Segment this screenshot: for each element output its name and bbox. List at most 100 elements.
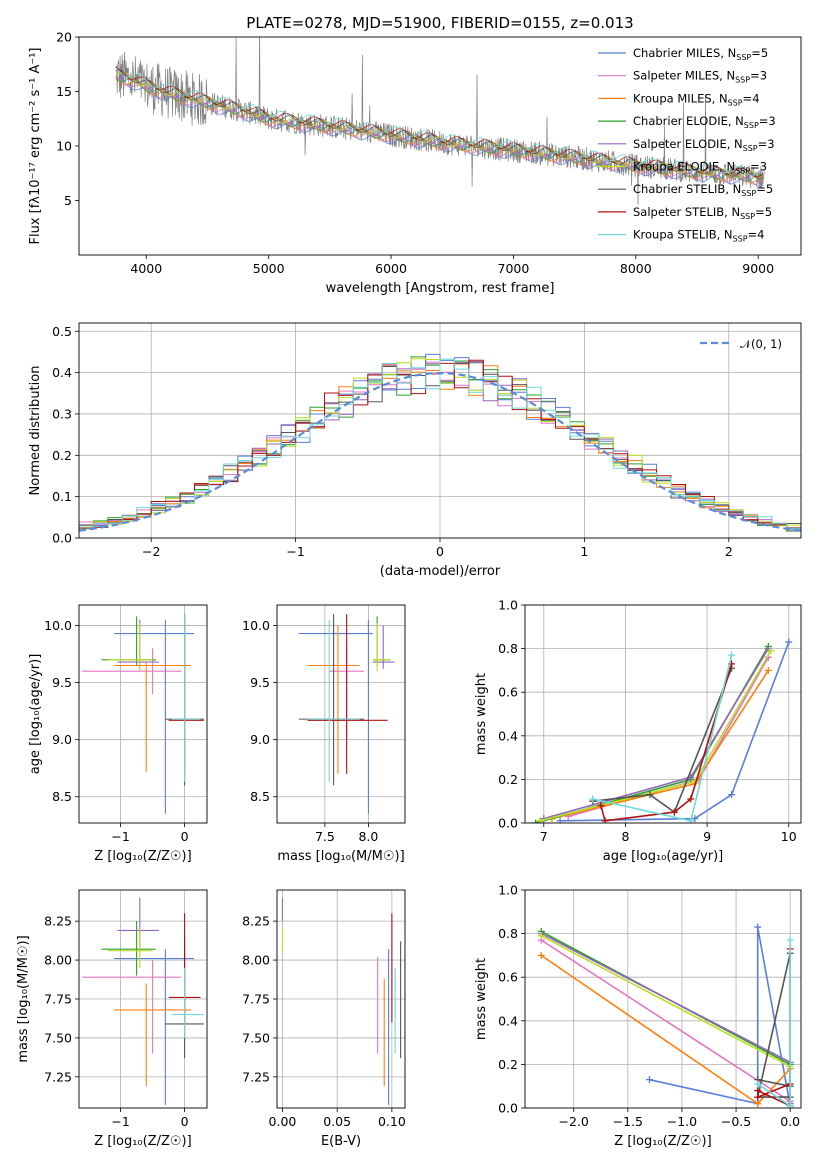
plot-area: [525, 890, 801, 1108]
model-spectrum: [115, 72, 764, 181]
residuals-legend: 𝒩(0, 1): [700, 337, 782, 351]
x-tick-label: −2.0: [559, 1114, 589, 1129]
legend-nssp: 3: [760, 69, 767, 83]
x-tick-label: 1: [580, 544, 588, 559]
model-spectrum: [115, 69, 764, 179]
y-tick-label: 0.6: [498, 685, 518, 700]
y-tick-label: 1.0: [498, 883, 518, 898]
mass-weight-line: [649, 926, 791, 1106]
y-axis-label: mass [log₁₀(M/M☉)]: [16, 935, 31, 1062]
y-tick-label: 8.25: [242, 914, 270, 929]
x-axis-label: E(B-V): [321, 1134, 361, 1149]
y-tick-label: 0.6: [498, 970, 518, 985]
y-tick-label: 0.8: [498, 926, 518, 941]
legend-label: Kroupa STELIB, NSSP=4: [633, 228, 765, 244]
spectrum-title: PLATE=0278, MJD=51900, FIBERID=0155, z=0…: [246, 14, 633, 32]
legend-series-name: Kroupa STELIB: [633, 228, 717, 242]
mass-weight-line: [757, 948, 791, 1108]
x-tick-label: 0.10: [378, 1114, 406, 1129]
axes-frame: [78, 36, 802, 256]
legend-nssp: 5: [765, 205, 772, 219]
y-tick-label: 7.50: [44, 1030, 72, 1045]
massweight-vs-metallicity-panel: −2.0 −1.5 −1.0 −0.5 0.0 0.0 0.2 0.4 0.6 0.8 1.0 Z […: [474, 883, 802, 1149]
legend-label: Salpeter STELIB, NSSP=5: [633, 205, 772, 221]
x-tick-label: 0.00: [269, 1114, 297, 1129]
legend-series-name: Kroupa MILES: [633, 91, 712, 105]
mass-weight-line: [560, 641, 790, 822]
axes-frame: [78, 604, 208, 824]
y-axis-label: age [log₁₀(age/yr)]: [28, 654, 43, 775]
legend-series-name: Chabrier STELIB: [633, 182, 725, 196]
spectrum-panel: 4000 5000 6000 7000 8000 9000 5 10 15 20 wavelengt…: [28, 30, 802, 296]
axes-frame: [276, 889, 406, 1109]
axes-frame: [524, 889, 802, 1109]
y-tick-label: 8.00: [44, 953, 72, 968]
x-tick-label: 8000: [620, 261, 652, 276]
y-tick-label: 9.0: [250, 732, 270, 747]
x-tick-label: 8.0: [358, 829, 378, 844]
data-point-marker: [687, 795, 695, 803]
y-tick-label: 15: [56, 84, 72, 99]
y-tick-label: 0.2: [498, 772, 518, 787]
y-tick-label: 7.75: [242, 992, 270, 1007]
x-tick-label: 0: [181, 829, 189, 844]
data-point-marker: [754, 1080, 762, 1088]
y-tick-label: 0.8: [498, 641, 518, 656]
model-spectrum: [115, 77, 764, 182]
plot-area: [277, 890, 405, 1108]
data-point-marker: [646, 791, 654, 799]
data-point-marker: [754, 923, 762, 931]
axes-frame: [524, 604, 802, 824]
x-axis-label: Z [log₁₀(Z/Z☉)]: [614, 1134, 711, 1149]
legend-series-name: Kroupa ELODIE: [633, 160, 719, 174]
y-axis-label: Flux [fλ10⁻¹⁷ erg cm⁻² s⁻¹ A⁻¹]: [28, 48, 43, 245]
legend-series-name: Salpeter MILES: [633, 69, 719, 83]
data-point-marker: [597, 802, 605, 810]
data-point-marker: [589, 795, 597, 803]
mass-vs-metallicity-panel: −1 0 7.25 7.50 7.75 8.00 8.25 Z [log₁₀(Z/Z☉)] ma…: [16, 889, 208, 1149]
y-tick-label: 0.4: [498, 728, 518, 743]
data-point-marker: [785, 638, 793, 646]
x-tick-label: 2: [725, 544, 733, 559]
y-tick-label: 1.0: [498, 598, 518, 613]
x-tick-label: 10: [781, 829, 797, 844]
x-axis-label: Z [log₁₀(Z/Z☉)]: [94, 849, 191, 864]
y-tick-label: 5: [64, 193, 72, 208]
data-point-marker: [687, 817, 695, 823]
y-tick-label: 0.4: [498, 1013, 518, 1028]
legend-label: Kroupa MILES, NSSP=4: [633, 91, 760, 107]
mass-weight-line: [592, 667, 733, 814]
data-point-marker: [767, 647, 775, 655]
x-tick-label: −1: [286, 544, 304, 559]
y-axis-label: Normed distribution: [28, 366, 43, 496]
y-tick-label: 0.2: [498, 1057, 518, 1072]
x-tick-label: 0.05: [323, 1114, 351, 1129]
y-tick-label: 10.0: [44, 618, 72, 633]
y-tick-label: 7.25: [242, 1069, 270, 1084]
legend-series-name: Salpeter STELIB: [633, 205, 724, 219]
data-point-marker: [645, 1076, 653, 1084]
x-tick-label: −1: [111, 1114, 129, 1129]
legend-label: 𝒩(0, 1): [740, 337, 782, 351]
plot-area: [525, 605, 801, 823]
data-point-marker: [754, 1100, 762, 1108]
y-tick-label: 7.75: [44, 992, 72, 1007]
x-tick-label: −0.5: [721, 1114, 751, 1129]
legend-nssp: 4: [752, 91, 759, 105]
legend-label: Kroupa ELODIE, NSSP=3: [633, 160, 767, 176]
x-tick-label: 9000: [742, 261, 774, 276]
y-tick-label: 7.25: [44, 1069, 72, 1084]
data-point-marker: [754, 1093, 762, 1101]
data-point-marker: [691, 815, 699, 823]
y-tick-label: 9.5: [52, 675, 72, 690]
data-point-marker: [728, 791, 736, 799]
x-axis-label: age [log₁₀(age/yr)]: [603, 849, 724, 864]
y-tick-label: 10: [56, 139, 72, 154]
x-tick-label: 7.5: [315, 829, 335, 844]
y-tick-label: 0.1: [52, 489, 72, 504]
data-point-marker: [728, 651, 736, 659]
x-tick-label: −2: [142, 544, 160, 559]
x-tick-label: −1.0: [667, 1114, 697, 1129]
y-tick-label: 20: [56, 30, 72, 45]
